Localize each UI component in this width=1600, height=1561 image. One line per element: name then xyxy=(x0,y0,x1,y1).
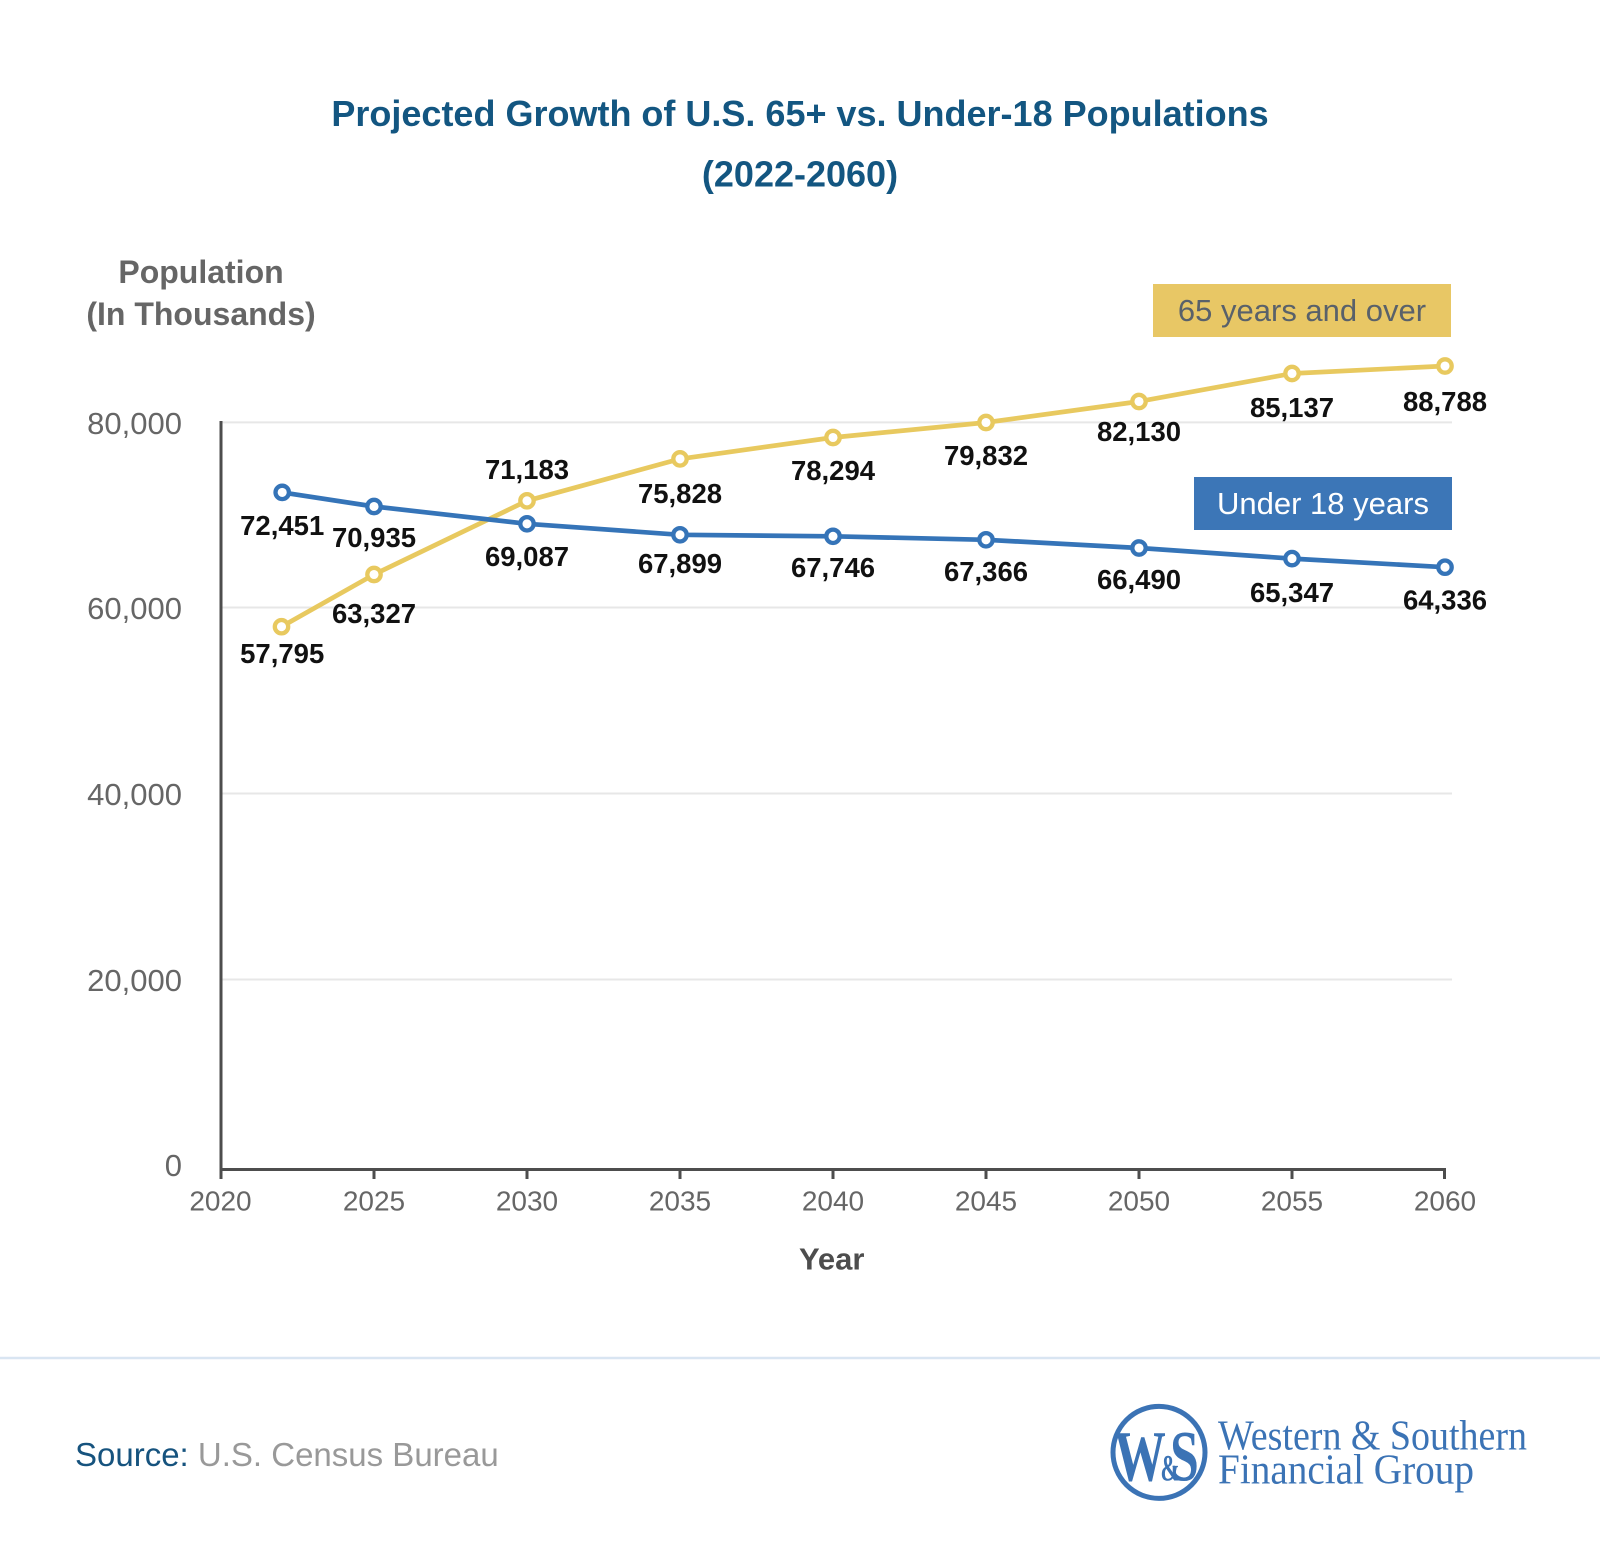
svg-text:2040: 2040 xyxy=(802,1186,864,1217)
svg-text:78,294: 78,294 xyxy=(791,455,876,486)
svg-text:79,832: 79,832 xyxy=(944,440,1028,471)
svg-text:67,366: 67,366 xyxy=(944,556,1028,587)
svg-text:&: & xyxy=(1161,1448,1180,1489)
svg-text:S: S xyxy=(1170,1416,1199,1496)
svg-text:2030: 2030 xyxy=(496,1186,558,1217)
svg-text:60,000: 60,000 xyxy=(87,591,182,626)
svg-text:71,183: 71,183 xyxy=(485,454,569,485)
svg-text:69,087: 69,087 xyxy=(485,541,569,572)
svg-text:2050: 2050 xyxy=(1108,1186,1170,1217)
svg-text:2060: 2060 xyxy=(1414,1186,1476,1217)
svg-text:2020: 2020 xyxy=(189,1186,251,1217)
svg-text:72,451: 72,451 xyxy=(240,510,324,541)
svg-text:40,000: 40,000 xyxy=(87,777,182,812)
svg-text:67,746: 67,746 xyxy=(791,552,875,583)
svg-text:64,336: 64,336 xyxy=(1403,585,1487,616)
svg-text:20,000: 20,000 xyxy=(87,963,182,998)
svg-text:Year: Year xyxy=(799,1242,865,1277)
svg-text:88,788: 88,788 xyxy=(1403,386,1487,417)
svg-text:2025: 2025 xyxy=(343,1186,405,1217)
svg-text:80,000: 80,000 xyxy=(87,406,182,441)
svg-text:(In Thousands): (In Thousands) xyxy=(86,296,315,332)
svg-text:Population: Population xyxy=(118,254,283,290)
svg-text:2045: 2045 xyxy=(955,1186,1017,1217)
svg-text:(2022-2060): (2022-2060) xyxy=(702,154,898,195)
svg-text:75,828: 75,828 xyxy=(638,478,722,509)
svg-text:Projected Growth of U.S. 65+ v: Projected Growth of U.S. 65+ vs. Under-1… xyxy=(331,93,1268,134)
svg-text:82,130: 82,130 xyxy=(1097,416,1181,447)
svg-text:Under 18 years: Under 18 years xyxy=(1217,486,1429,521)
svg-text:70,935: 70,935 xyxy=(332,522,416,553)
svg-text:W: W xyxy=(1114,1416,1166,1496)
svg-text:Source: U.S. Census Bureau: Source: U.S. Census Bureau xyxy=(75,1436,499,1473)
svg-text:65 years and over: 65 years and over xyxy=(1178,293,1426,328)
svg-text:85,137: 85,137 xyxy=(1250,392,1334,423)
svg-text:57,795: 57,795 xyxy=(240,638,324,669)
svg-text:Western & Southern: Western & Southern xyxy=(1218,1413,1527,1459)
svg-text:66,490: 66,490 xyxy=(1097,564,1181,595)
svg-text:65,347: 65,347 xyxy=(1250,577,1334,608)
svg-text:2035: 2035 xyxy=(649,1186,711,1217)
svg-text:2055: 2055 xyxy=(1261,1186,1323,1217)
svg-text:Financial Group: Financial Group xyxy=(1218,1447,1474,1493)
svg-text:67,899: 67,899 xyxy=(638,548,722,579)
svg-text:63,327: 63,327 xyxy=(332,598,416,629)
svg-text:0: 0 xyxy=(165,1148,182,1183)
